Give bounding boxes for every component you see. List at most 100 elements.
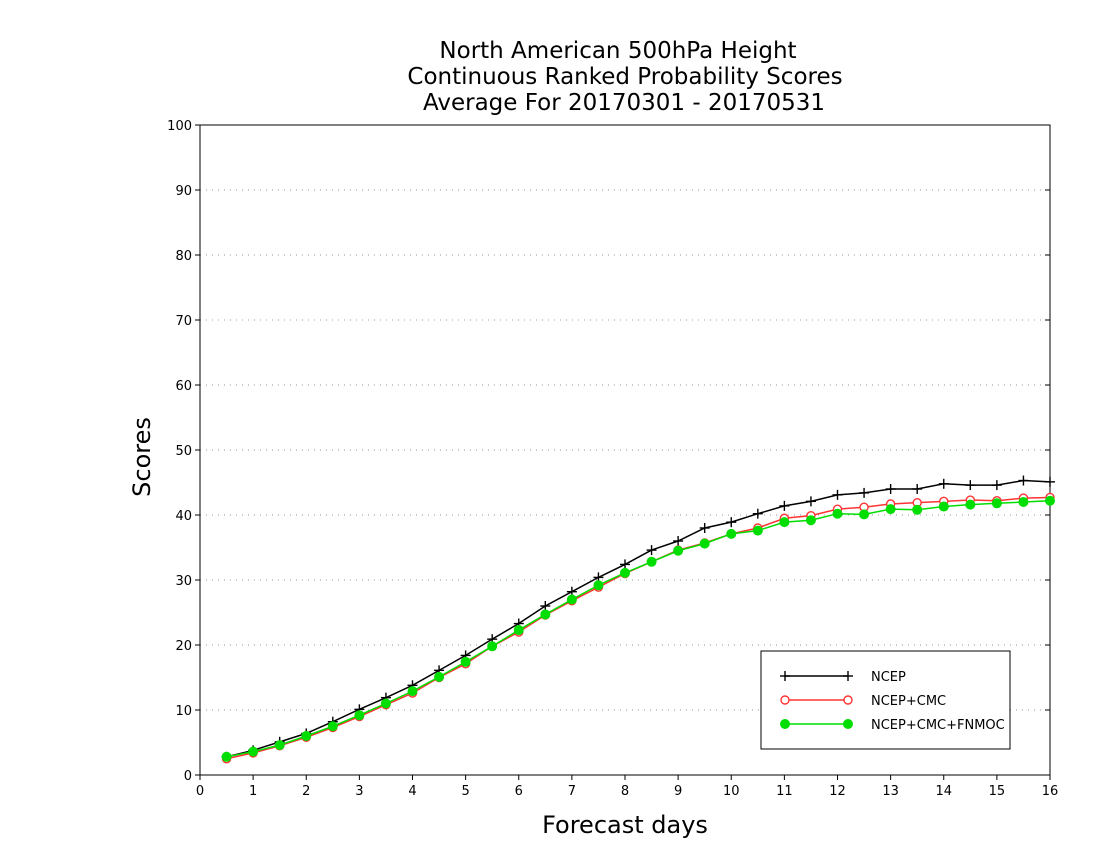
series-2-point-18 <box>699 538 710 549</box>
series-2-point-27 <box>938 501 949 512</box>
y-tick-label-10: 10 <box>175 704 192 719</box>
series-2-point-0 <box>221 751 232 762</box>
series-2-point-20 <box>752 525 763 536</box>
x-tick-label-15: 15 <box>989 784 1006 799</box>
series-0-point-27 <box>938 478 949 489</box>
x-tick-label-3: 3 <box>355 784 363 799</box>
legend-item-1: NCEP+CMC <box>780 694 946 709</box>
series-2 <box>221 495 1055 762</box>
legend-marker-start-2 <box>780 719 790 729</box>
x-tick-label-4: 4 <box>408 784 416 799</box>
chart-title-line-2: Continuous Ranked Probability Scores <box>407 64 842 90</box>
series-2-point-6 <box>380 698 391 709</box>
legend-marker-start-0 <box>780 671 790 681</box>
x-tick-label-5: 5 <box>461 784 469 799</box>
legend-box <box>760 650 1011 750</box>
legend-marker-start-1 <box>780 695 790 705</box>
series-0-point-17 <box>673 536 684 546</box>
legend-item-0: NCEP <box>780 670 906 685</box>
x-tick-label-16: 16 <box>1042 784 1059 799</box>
x-axis-label: Forecast days <box>542 811 708 839</box>
series-0-point-31 <box>1045 476 1055 487</box>
series <box>221 475 1055 764</box>
series-0-point-30 <box>1018 475 1029 486</box>
x-tick-label-11: 11 <box>776 784 793 799</box>
x-tick-label-12: 12 <box>829 784 846 799</box>
series-2-point-19 <box>726 528 737 539</box>
series-2-point-24 <box>859 509 870 520</box>
x-tick-label-6: 6 <box>515 784 523 799</box>
legend-marker-end-2 <box>843 719 853 729</box>
series-2-point-7 <box>407 686 418 697</box>
chart-title-line-1: North American 500hPa Height <box>439 38 796 64</box>
chart-title: North American 500hPa Height Continuous … <box>407 38 842 116</box>
series-2-point-15 <box>620 567 630 578</box>
series-0-point-18 <box>699 523 710 533</box>
legend-label-0: NCEP <box>871 670 906 685</box>
x-tick-label-14: 14 <box>935 784 952 799</box>
x-tick-label-9: 9 <box>674 784 682 799</box>
y-tick-label-100: 100 <box>167 119 192 134</box>
series-0-point-15 <box>620 559 630 570</box>
y-tick-label-20: 20 <box>175 639 192 654</box>
series-2-point-22 <box>805 515 816 526</box>
series-0-point-21 <box>779 500 790 511</box>
gridlines <box>200 189 1050 711</box>
series-2-point-4 <box>327 721 338 732</box>
series-2-point-21 <box>779 517 790 528</box>
series-2-point-8 <box>434 671 445 682</box>
series-2-point-25 <box>885 504 896 515</box>
series-0-point-19 <box>726 517 737 528</box>
series-0-point-26 <box>912 484 923 494</box>
series-2-point-1 <box>248 746 259 757</box>
series-0-point-23 <box>832 489 843 500</box>
legend-label-2: NCEP+CMC+FNMOC <box>871 718 1005 733</box>
y-tick-label-0: 0 <box>184 769 192 784</box>
series-0-point-28 <box>965 480 976 491</box>
series-2-point-26 <box>912 504 923 515</box>
series-0-point-24 <box>859 487 870 498</box>
series-0-point-29 <box>991 480 1002 491</box>
series-0-point-20 <box>752 508 763 519</box>
series-0-point-16 <box>646 545 657 556</box>
y-tick-label-90: 90 <box>175 184 192 199</box>
y-tick-label-70: 70 <box>175 314 192 329</box>
series-0-point-22 <box>805 496 816 507</box>
series-2-point-10 <box>487 641 498 652</box>
legend: NCEP NCEP+CMC NCEP+CMC+FNMOC <box>760 650 1011 750</box>
series-2-point-29 <box>991 498 1002 509</box>
x-tick-label-1: 1 <box>249 784 257 799</box>
series-2-point-3 <box>301 731 312 741</box>
series-2-point-16 <box>646 556 657 567</box>
legend-marker-end-1 <box>843 695 853 705</box>
series-2-point-31 <box>1045 495 1055 506</box>
series-2-point-13 <box>566 594 577 605</box>
y-tick-label-30: 30 <box>175 574 192 589</box>
x-tick-label-0: 0 <box>196 784 204 799</box>
y-tick-label-50: 50 <box>175 444 192 459</box>
series-2-point-12 <box>540 609 551 620</box>
series-2-point-5 <box>354 710 365 721</box>
series-2-point-23 <box>832 508 843 519</box>
legend-item-2: NCEP+CMC+FNMOC <box>780 718 1005 733</box>
x-tick-label-2: 2 <box>302 784 310 799</box>
chart-title-line-3: Average For 20170301 - 20170531 <box>423 90 825 116</box>
y-axis-label: Scores <box>128 417 156 497</box>
series-2-point-9 <box>460 656 471 667</box>
series-2-point-28 <box>965 499 976 510</box>
x-tick-label-7: 7 <box>568 784 576 799</box>
legend-label-1: NCEP+CMC <box>871 694 946 709</box>
series-0-point-12 <box>540 601 551 611</box>
legend-marker-end-0 <box>843 671 853 681</box>
series-2-point-30 <box>1018 497 1029 507</box>
series-2-point-17 <box>673 545 684 556</box>
series-2-point-11 <box>513 625 524 636</box>
series-2-point-2 <box>274 740 285 751</box>
x-tick-label-10: 10 <box>723 784 740 799</box>
series-0 <box>221 475 1055 762</box>
series-2-point-14 <box>593 580 604 591</box>
y-tick-label-40: 40 <box>175 509 192 524</box>
x-tick-label-8: 8 <box>621 784 629 799</box>
